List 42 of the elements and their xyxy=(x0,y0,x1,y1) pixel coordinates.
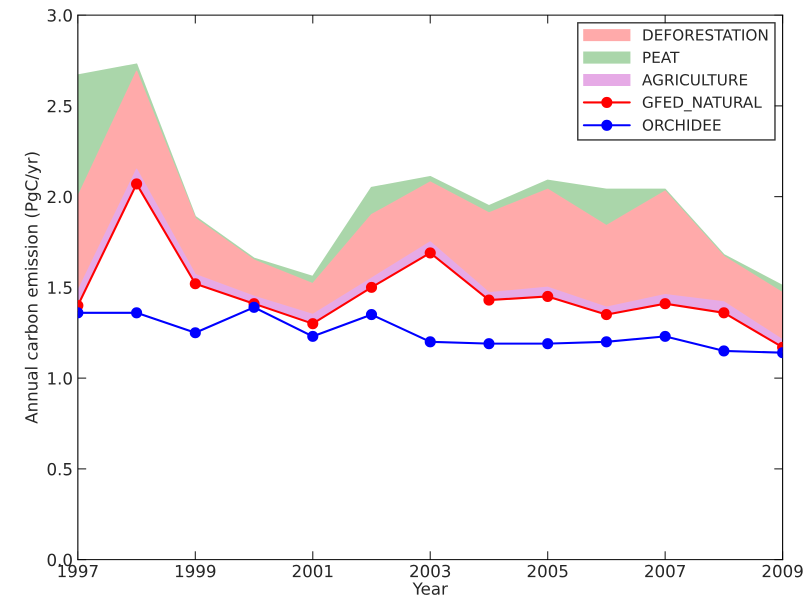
x-tick-label: 2003 xyxy=(410,564,450,578)
point xyxy=(424,247,436,258)
y-tick-label: 3.0 xyxy=(48,9,72,22)
y-tick-label: 1.5 xyxy=(48,282,72,294)
point xyxy=(190,278,201,290)
point xyxy=(483,294,495,306)
y-tick-label: 0.0 xyxy=(48,554,72,566)
x-tick-label: 2009 xyxy=(762,564,803,578)
y-tick-label: 0.5 xyxy=(48,462,72,476)
x-tick-label: 2001 xyxy=(292,564,332,578)
point xyxy=(542,338,554,350)
x-axis-title: Year xyxy=(412,582,448,595)
x-tick-label: 1997 xyxy=(58,564,98,578)
y-tick-label: 1.0 xyxy=(48,372,72,385)
x-tick-label: 2005 xyxy=(528,564,568,578)
point xyxy=(424,336,436,348)
point xyxy=(131,307,142,318)
point xyxy=(660,298,671,310)
point xyxy=(483,338,495,350)
point xyxy=(660,330,671,342)
y-tick-label: 2.0 xyxy=(48,190,72,204)
point xyxy=(718,307,730,318)
point xyxy=(600,309,612,320)
x-tick-label: 1999 xyxy=(176,564,216,578)
legend-label: PEAT xyxy=(643,52,680,63)
point xyxy=(307,318,318,330)
legend-label: ORCHIDEE xyxy=(642,119,721,131)
point xyxy=(366,309,378,320)
point xyxy=(600,336,612,348)
point xyxy=(248,302,260,313)
y-tick-label: 2.5 xyxy=(48,100,72,112)
legend-label: DEFORESTATION xyxy=(643,29,768,41)
point xyxy=(307,330,318,342)
x-tick-label: 2007 xyxy=(645,564,685,578)
legend-label: GFED_NATURAL xyxy=(642,96,762,112)
point xyxy=(366,282,378,293)
legend-label: AGRICULTURE xyxy=(642,74,748,86)
point xyxy=(718,345,730,356)
point xyxy=(542,290,554,302)
point xyxy=(131,178,142,190)
y-axis-title: Annual carbon emission (PgC/yr) xyxy=(24,152,41,424)
point xyxy=(190,327,201,338)
